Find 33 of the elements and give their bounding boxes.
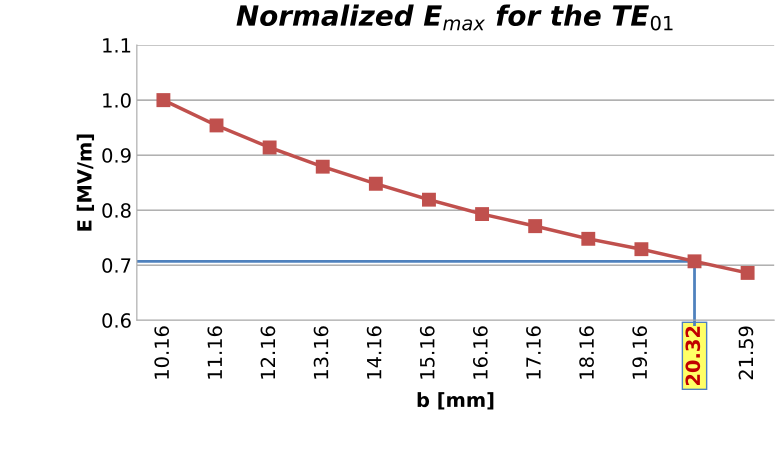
x-tick-label: 17.16 [526,326,541,379]
y-tick-label: 1.0 [103,93,131,108]
x-tick-label: 20.32 [685,326,700,386]
x-tick-label: 10.16 [154,326,170,379]
point [581,232,596,246]
point [528,219,542,234]
x-tick-label: 14.16 [366,326,382,379]
chart-title: Normalized E$_{max}$ for the TE$_{01}$ [236,4,673,30]
point [475,207,490,221]
point [262,140,277,154]
point [210,118,224,132]
y-tick-label: 1.1 [103,38,130,52]
point [422,192,436,207]
point [634,242,648,256]
point [156,93,170,108]
point [740,266,755,280]
point [368,176,383,191]
x-tick-label: 16.16 [473,326,488,379]
x-tick-label: 11.16 [207,326,222,379]
x-tick-label: 15.16 [420,326,435,379]
point [316,160,330,174]
y-tick-label: 0.6 [102,313,131,328]
point [688,254,702,268]
y-tick-label: 0.9 [102,148,131,163]
y-axis-title: E [MV/m] [76,134,94,231]
x-tick-label: 18.16 [579,326,594,379]
x-tick-label: 21.59 [738,326,754,380]
y-tick-label: 0.7 [102,258,130,273]
y-tick-label: 0.8 [102,203,131,218]
x-tick-label: 12.16 [260,326,276,379]
x-axis-title: b [mm] [418,392,494,410]
x-tick-label: 13.16 [314,326,328,379]
x-tick-label: 19.16 [632,326,648,379]
